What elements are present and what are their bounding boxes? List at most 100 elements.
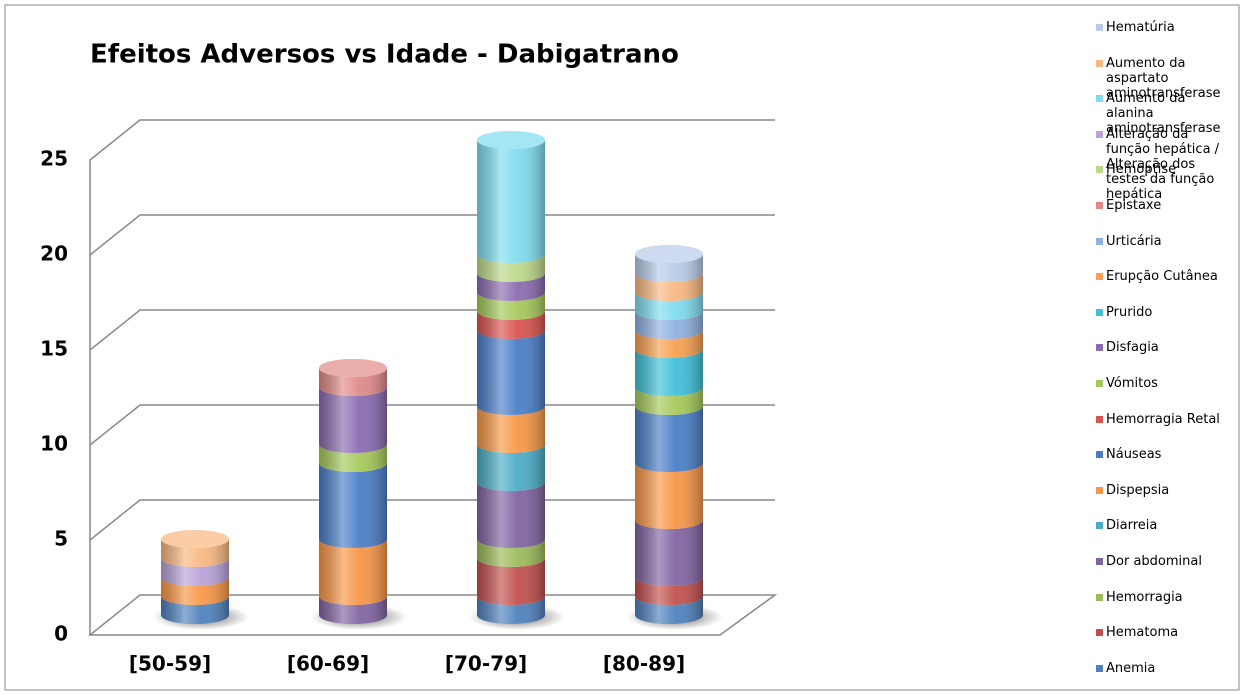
border [4,4,1240,691]
legend-swatch [1096,308,1103,316]
cylinder-shade [635,292,703,320]
legend-swatch [1096,629,1103,637]
x-tick-label: [80-89] [603,652,685,676]
legend-swatch [1096,593,1103,601]
cylinder-top [635,245,703,263]
cylinder-shade [477,140,545,263]
cylinder-shade [635,273,703,301]
grid-line [89,119,775,161]
cylinder-shade [477,482,545,548]
legend-swatch [1096,558,1103,565]
cylinder-shade [477,292,545,320]
legend-swatch [1096,130,1103,138]
cylinder-shade [161,539,229,567]
legend-label: Hematoma [1106,625,1179,641]
legend-swatch [1096,59,1103,67]
y-tick-label: 10 [40,432,68,456]
chart-title: Efeitos Adversos vs Idade - Dabigatrano [90,40,679,70]
cylinder-shade [319,596,387,624]
y-tick-label: 25 [40,147,68,171]
legend-label: Hematúria [1106,20,1175,35]
cylinder-shade [635,387,703,415]
cylinder-shade [635,254,703,282]
cylinder-shade [319,463,387,548]
cylinder-top-shine [635,245,703,263]
cylinder-shade [477,273,545,301]
cylinder-top [161,530,229,548]
floor [87,594,778,636]
legend-label: Dor abdominal [1106,554,1202,569]
grid-line [89,499,775,541]
cylinder-shade [319,368,387,396]
x-tick-label: [60-69] [287,652,369,676]
cylinder-shade [319,387,387,453]
legend-label: Diarreia [1106,518,1158,534]
cylinder-shade [319,444,387,472]
legend-label: Vómitos [1106,376,1158,391]
cylinder-shade [161,558,229,586]
cylinder-top-shine [477,131,545,149]
legend-label: Hemorragia Retal [1106,411,1220,427]
cylinder-shade [635,406,703,472]
cylinder-shade [477,406,545,453]
legend-swatch [1096,237,1103,245]
legend-swatch [1096,451,1103,459]
x-tick-label: [50-59] [129,652,211,676]
legend-label: Hemorragia [1106,589,1183,605]
legend-label: Dispepsia [1106,482,1170,498]
legend-label: Disfagia [1106,340,1159,356]
cylinder-top [319,359,387,377]
y-tick-label: 15 [40,337,68,361]
cylinder-top-shine [319,359,387,377]
cylinder-shade [319,539,387,605]
grid-line [89,404,775,446]
legend-label: Erupção Cutânea [1106,269,1218,285]
cylinder-shade [635,463,703,529]
legend-swatch [1096,522,1103,530]
cylinder-shade [477,596,545,624]
grid-line [89,214,775,256]
cylinder-shade [161,596,229,624]
x-tick-label: [70-79] [445,652,527,676]
cylinder-shade [635,311,703,339]
legend-swatch [1096,344,1103,352]
legend-label: Aumento da aspartato aminotransferase [1106,55,1221,101]
legend-label: Anemia [1106,660,1156,676]
y-tick-label: 20 [40,242,68,266]
cylinder-shade [635,520,703,586]
legend-label: Epistaxe [1106,198,1162,213]
grid-line [89,309,775,351]
cylinder-shade [635,577,703,605]
legend-label: Náuseas [1106,447,1162,463]
legend-swatch [1096,273,1103,281]
cylinder-shade [635,349,703,396]
cylinder-shade [477,444,545,491]
legend-swatch [1096,24,1103,31]
cylinder-shade [477,558,545,605]
legend-swatch [1096,664,1103,672]
legend-label: Urticária [1106,233,1162,249]
cylinder-shade [477,539,545,567]
legend-swatch [1096,486,1103,494]
legend-label: Alteração da função hepática / Alteração… [1106,126,1220,202]
cylinder-top-shine [161,530,229,548]
legend-swatch [1096,202,1103,209]
y-tick-label: 5 [54,527,68,551]
cylinder-top [477,131,545,149]
legend-label: Hemoptise [1106,162,1177,178]
legend-label: Aumento da alanina aminotransferase [1106,91,1221,137]
cylinder-shade [477,311,545,339]
y-tick-label: 0 [54,622,68,646]
legend-swatch [1096,166,1103,174]
cylinder-shade [477,330,545,415]
cylinder-shade [635,596,703,624]
cylinder-shade [477,254,545,282]
cylinder-shade [635,330,703,358]
legend-swatch [1096,95,1103,103]
cylinder-shade [161,577,229,605]
legend-label: Prurido [1106,304,1153,320]
legend-swatch [1096,415,1103,423]
legend-swatch [1096,380,1103,387]
